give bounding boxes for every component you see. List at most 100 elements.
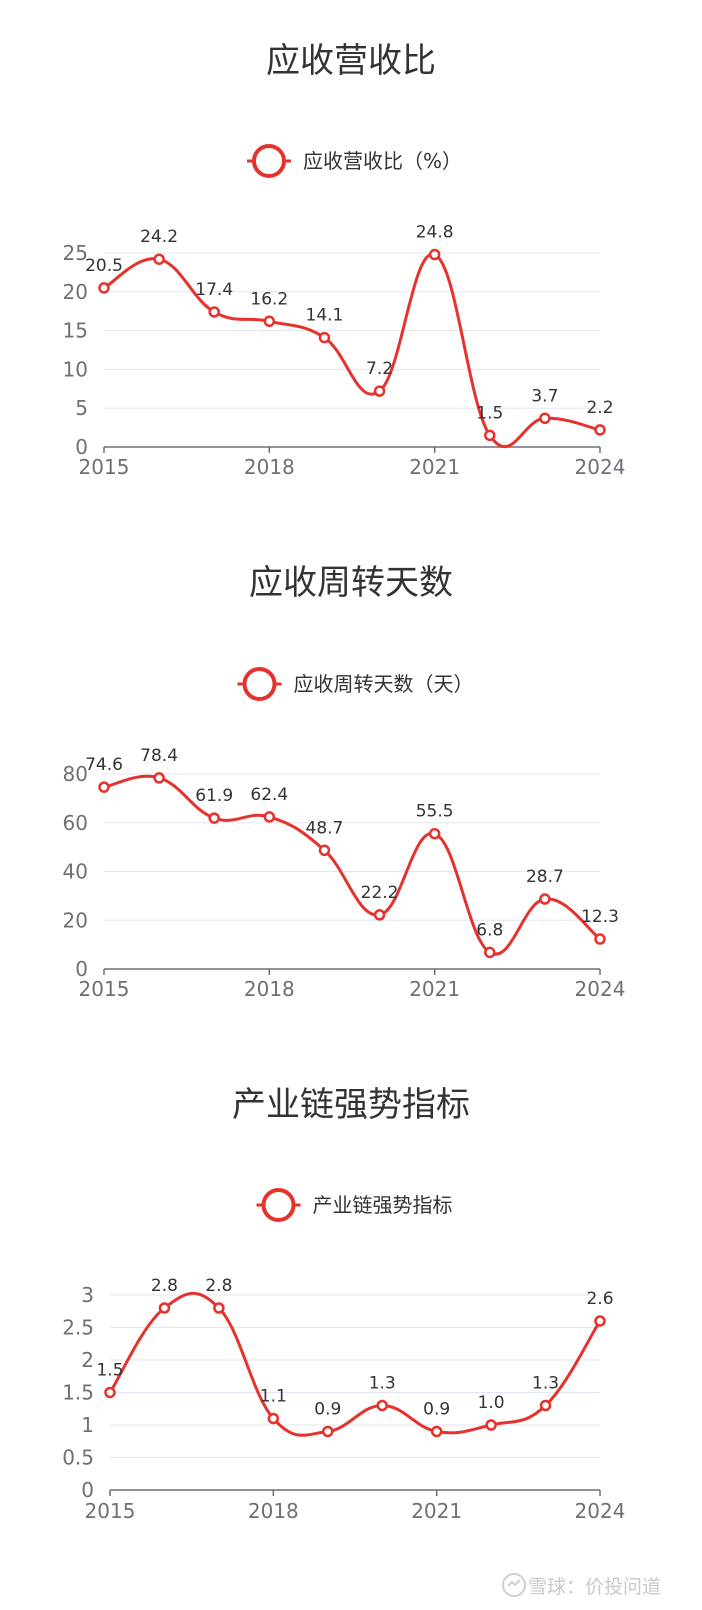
data-point [208, 812, 220, 824]
data-label: 24.2 [140, 227, 178, 247]
x-tick-label: 2015 [79, 977, 130, 1001]
data-label: 1.0 [478, 1393, 505, 1413]
data-point [484, 946, 496, 959]
data-point [373, 385, 386, 397]
y-tick-label: 0 [81, 1478, 94, 1502]
data-label: 7.2 [366, 359, 393, 379]
y-tick-label: 40 [63, 860, 88, 884]
legend-marker [242, 667, 277, 701]
data-label: 24.8 [416, 223, 454, 243]
data-point [539, 1399, 552, 1412]
data-point [594, 1315, 606, 1327]
x-tick-label: 2024 [575, 1499, 626, 1523]
data-label: 14.1 [306, 306, 344, 326]
y-tick-label: 0 [75, 957, 88, 981]
legend: 应收周转天数（天） [237, 667, 474, 701]
data-point [594, 424, 606, 436]
series-line [103, 253, 601, 449]
y-tick-label: 80 [63, 762, 88, 786]
data-label: 2.8 [151, 1276, 178, 1296]
data-label: 3.7 [531, 386, 558, 406]
data-point [213, 1302, 225, 1314]
y-tick-label: 20 [63, 280, 88, 304]
data-label: 61.9 [195, 786, 233, 806]
data-point [263, 811, 276, 823]
data-label: 1.5 [96, 1361, 123, 1381]
series-line [103, 774, 601, 956]
x-tick-label: 2018 [244, 455, 295, 479]
data-label: 1.5 [476, 403, 503, 423]
data-label: 55.5 [416, 802, 454, 822]
data-label: 62.4 [250, 785, 288, 805]
data-point [428, 827, 441, 840]
legend-label: 产业链强势指标 [313, 1193, 453, 1217]
data-label: 0.9 [423, 1400, 450, 1420]
y-tick-label: 0 [75, 435, 88, 459]
x-tick-label: 2024 [575, 977, 626, 1001]
data-label: 6.8 [476, 920, 503, 940]
data-point [153, 772, 165, 784]
data-label: 17.4 [195, 280, 233, 300]
y-tick-label: 15 [63, 319, 88, 343]
data-label: 1.3 [369, 1374, 396, 1394]
data-point [594, 933, 606, 945]
data-point [267, 1412, 280, 1425]
data-label: 2.6 [586, 1289, 613, 1309]
legend-label: 应收周转天数（天） [294, 672, 474, 696]
y-tick-label: 1 [81, 1413, 94, 1437]
data-point [98, 282, 110, 294]
legend: 应收营收比（%） [247, 144, 462, 178]
data-label: 1.3 [532, 1374, 559, 1394]
data-label: 28.7 [526, 867, 564, 887]
data-label: 20.5 [85, 256, 123, 276]
x-tick-label: 2021 [409, 977, 460, 1001]
y-tick-label: 25 [63, 241, 88, 265]
data-point [318, 331, 331, 344]
data-label: 78.4 [140, 746, 178, 766]
data-label: 12.3 [581, 907, 619, 927]
data-point [322, 1425, 334, 1438]
data-label: 2.8 [205, 1276, 232, 1296]
legend-marker [261, 1188, 296, 1222]
data-point [158, 1302, 171, 1314]
data-label: 74.6 [85, 755, 123, 775]
data-point [539, 412, 551, 425]
chart-title: 产业链强势指标 [232, 1085, 470, 1125]
y-tick-label: 60 [63, 811, 88, 835]
y-tick-label: 0.5 [62, 1446, 94, 1470]
chart-title: 应收周转天数 [249, 563, 453, 603]
watermark: 雪球：价投问道 [500, 1568, 690, 1602]
data-point [539, 893, 551, 905]
data-point [153, 253, 165, 265]
data-point [98, 781, 110, 793]
data-point [428, 248, 441, 261]
y-tick-label: 20 [63, 908, 88, 932]
data-label: 2.2 [586, 398, 613, 418]
x-tick-label: 2015 [79, 455, 130, 479]
chart-title: 应收营收比 [266, 41, 436, 81]
series-line [108, 1291, 602, 1437]
y-tick-label: 1.5 [62, 1381, 94, 1405]
data-point [485, 1419, 497, 1431]
snowball-logo-icon [502, 1573, 526, 1597]
data-label: 16.2 [250, 289, 288, 309]
data-point [484, 429, 496, 442]
data-point [373, 909, 386, 921]
data-point [263, 315, 276, 328]
x-tick-label: 2015 [85, 1499, 136, 1523]
data-label: 0.9 [314, 1400, 341, 1420]
x-tick-label: 2018 [244, 977, 295, 1001]
data-label: 48.7 [306, 818, 344, 838]
x-tick-label: 2018 [248, 1499, 299, 1523]
y-tick-label: 5 [75, 396, 88, 420]
data-point [430, 1425, 443, 1438]
y-tick-label: 2.5 [62, 1316, 94, 1340]
x-tick-label: 2021 [409, 455, 460, 479]
y-tick-label: 10 [63, 357, 88, 381]
data-point [208, 306, 220, 318]
legend-marker [252, 144, 286, 178]
